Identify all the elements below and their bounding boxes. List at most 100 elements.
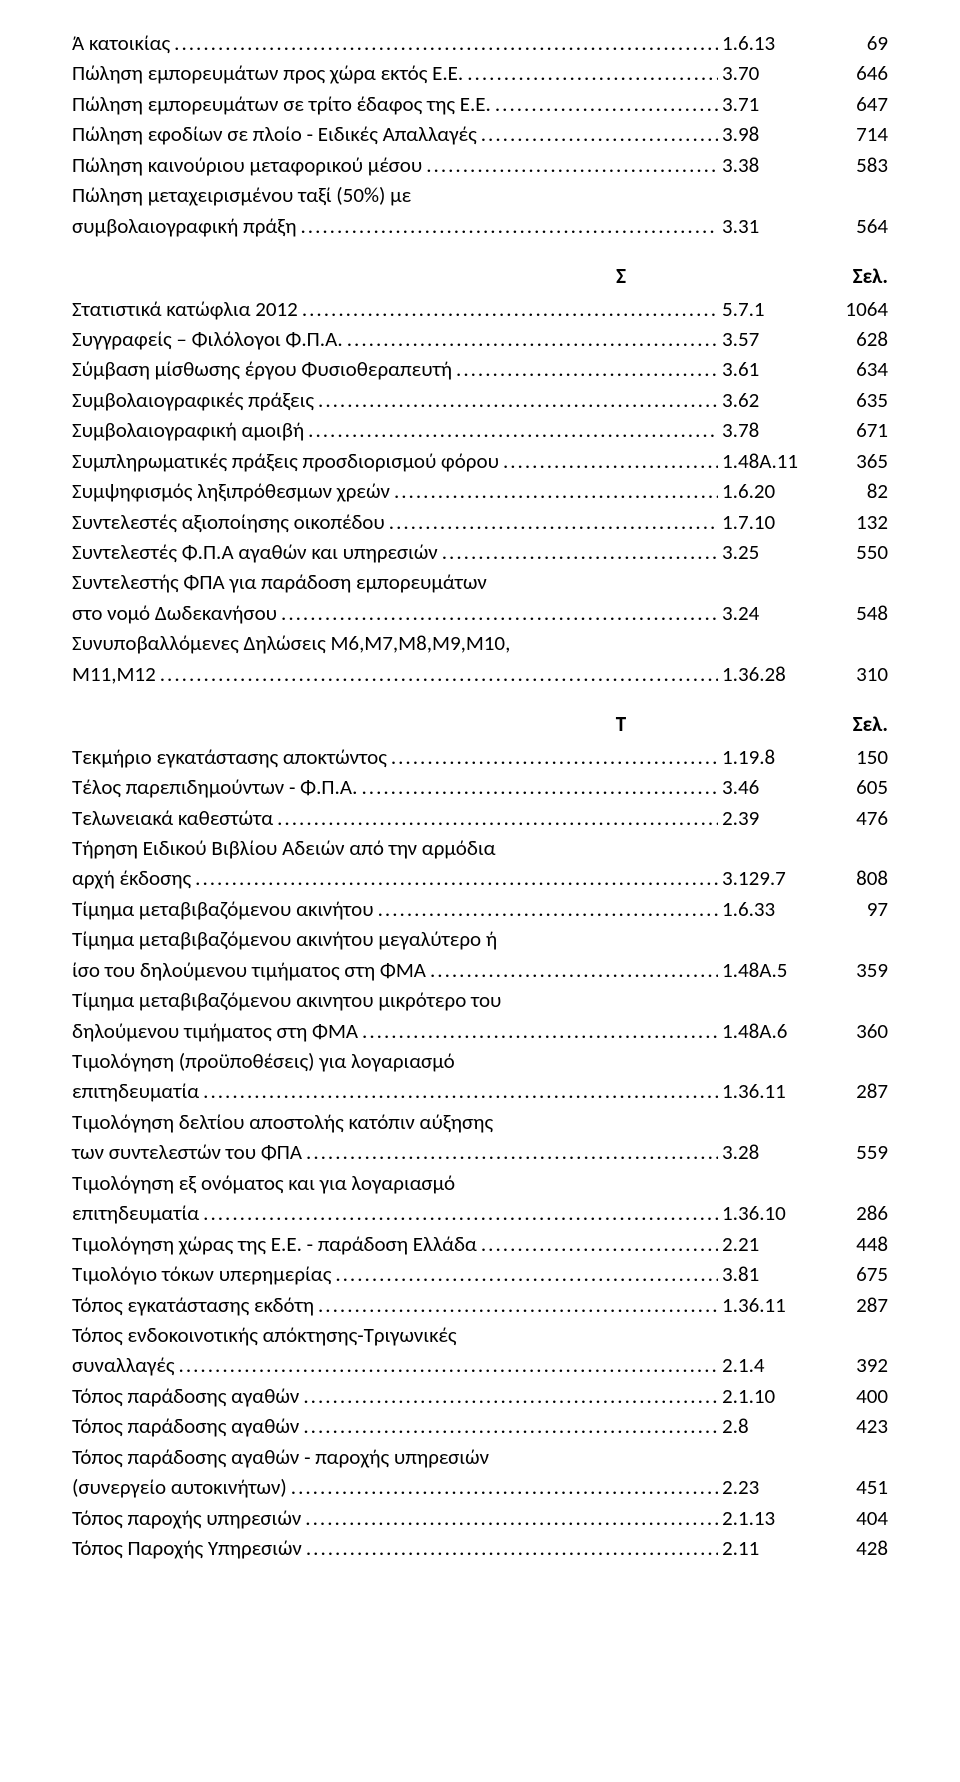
- index-entry: Συμπληρωματικές πράξεις προσδιορισμού φό…: [72, 446, 888, 476]
- entry-ref: 5.7.1: [722, 294, 812, 324]
- entry-ref: 1.6.13: [722, 28, 812, 58]
- entry-label: Πώληση εμπορευμάτων σε τρίτο έδαφος της …: [72, 89, 491, 119]
- entry-ref: 3.71: [722, 89, 812, 119]
- entry-label: στο νομό Δωδεκανήσου: [72, 598, 277, 628]
- entry-page: 310: [830, 659, 888, 689]
- entry-ref: 2.1.13: [722, 1503, 812, 1533]
- index-entry: Μ11,Μ12.................................…: [72, 659, 888, 689]
- index-entry: ίσο του δηλούμενου τιμήματος στη ΦΜΑ....…: [72, 955, 888, 985]
- entry-ref: 1.36.11: [722, 1290, 812, 1320]
- entry-ref: 2.1.4: [722, 1350, 812, 1380]
- entry-page: 404: [830, 1503, 888, 1533]
- entry-page: 714: [830, 119, 888, 149]
- leader-dots: ........................................…: [456, 354, 718, 384]
- entry-ref: 3.46: [722, 772, 812, 802]
- section-page-label: Σελ.: [830, 709, 888, 739]
- entry-page: 69: [830, 28, 888, 58]
- entry-prefix: Συνυποβαλλόμενες Δηλώσεις Μ6,Μ7,Μ8,Μ9,Μ1…: [72, 628, 888, 658]
- entry-label: Συντελεστές Φ.Π.Α αγαθών και υπηρεσιών: [72, 537, 438, 567]
- index-entry: των συντελεστών του ΦΠΑ.................…: [72, 1137, 888, 1167]
- index-entry: συναλλαγές..............................…: [72, 1350, 888, 1380]
- entry-page: 646: [830, 58, 888, 88]
- leader-dots: ........................................…: [305, 1503, 718, 1533]
- entry-label: αρχή έκδοσης: [72, 863, 191, 893]
- leader-dots: ........................................…: [430, 955, 718, 985]
- entry-label: συναλλαγές: [72, 1350, 175, 1380]
- index-entry: Συμψηφισμός ληξιπρόθεσμων χρεών.........…: [72, 476, 888, 506]
- entry-ref: 2.21: [722, 1229, 812, 1259]
- leader-dots: ........................................…: [503, 446, 718, 476]
- entry-label: επιτηδευματία: [72, 1198, 199, 1228]
- entry-ref: 1.48Α.6: [722, 1016, 812, 1046]
- entry-page: 634: [830, 354, 888, 384]
- entry-prefix: Τιμολόγηση δελτίου αποστολής κατόπιν αύξ…: [72, 1107, 888, 1137]
- index-entry: Τελωνειακά καθεστώτα....................…: [72, 803, 888, 833]
- entry-label: Συμψηφισμός ληξιπρόθεσμων χρεών: [72, 476, 390, 506]
- entry-label: Σύμβαση μίσθωσης έργου Φυσιοθεραπευτή: [72, 354, 452, 384]
- entry-ref: 2.11: [722, 1533, 812, 1563]
- entry-ref: 3.28: [722, 1137, 812, 1167]
- entry-page: 550: [830, 537, 888, 567]
- leader-dots: ........................................…: [467, 58, 718, 88]
- entry-page: 150: [830, 742, 888, 772]
- entry-page: 548: [830, 598, 888, 628]
- leader-dots: ........................................…: [335, 1259, 718, 1289]
- leader-dots: ........................................…: [195, 863, 718, 893]
- index-entry: Τιμολόγηση χώρας της Ε.Ε. - παράδοση Ελλ…: [72, 1229, 888, 1259]
- leader-dots: ........................................…: [391, 742, 718, 772]
- entry-label: Τόπος Παροχής Υπηρεσιών: [72, 1533, 302, 1563]
- entry-label: δηλούμενου τιμήματος στη ΦΜΑ: [72, 1016, 358, 1046]
- index-entry: Πώληση εμπορευμάτων προς χώρα εκτός Ε.Ε.…: [72, 58, 888, 88]
- entry-label: Συμβολαιογραφική αμοιβή: [72, 415, 304, 445]
- entry-page: 605: [830, 772, 888, 802]
- entry-page: 423: [830, 1411, 888, 1441]
- index-entry: Πώληση εμπορευμάτων σε τρίτο έδαφος της …: [72, 89, 888, 119]
- entry-ref: 3.62: [722, 385, 812, 415]
- entry-label: των συντελεστών του ΦΠΑ: [72, 1137, 302, 1167]
- index-entry: επιτηδευματία...........................…: [72, 1076, 888, 1106]
- leader-dots: ........................................…: [318, 385, 718, 415]
- entry-page: 132: [830, 507, 888, 537]
- leader-dots: ........................................…: [361, 772, 718, 802]
- index-page: Ά κατοικίας.............................…: [72, 28, 888, 1563]
- entry-ref: 3.98: [722, 119, 812, 149]
- leader-dots: ........................................…: [389, 507, 718, 537]
- entry-prefix: Τίμημα μεταβιβαζόμενου ακινήτου μεγαλύτε…: [72, 924, 888, 954]
- entry-ref: 1.36.10: [722, 1198, 812, 1228]
- index-entry: Τίμημα μεταβιβαζόμενου ακινήτου.........…: [72, 894, 888, 924]
- index-entry: αρχή έκδοσης............................…: [72, 863, 888, 893]
- entry-label: (συνεργείο αυτοκινήτων): [72, 1472, 287, 1502]
- entry-prefix: Τόπος ενδοκοινοτικής απόκτησης-Τριγωνικέ…: [72, 1320, 888, 1350]
- entry-page: 97: [830, 894, 888, 924]
- entry-ref: 2.39: [722, 803, 812, 833]
- leader-dots: ........................................…: [306, 1533, 718, 1563]
- index-entry: Πώληση καινούριου μεταφορικού μέσου.....…: [72, 150, 888, 180]
- entry-ref: 2.23: [722, 1472, 812, 1502]
- leader-dots: ........................................…: [394, 476, 718, 506]
- entry-label: Συντελεστές αξιοποίησης οικοπέδου: [72, 507, 385, 537]
- entry-label: Τέλος παρεπιδημούντων - Φ.Π.Α.: [72, 772, 357, 802]
- index-entry: Στατιστικά κατώφλια 2012................…: [72, 294, 888, 324]
- entry-ref: 1.19.8: [722, 742, 812, 772]
- leader-dots: ........................................…: [203, 1076, 718, 1106]
- entry-page: 286: [830, 1198, 888, 1228]
- entry-label: Ά κατοικίας: [72, 28, 170, 58]
- leader-dots: ........................................…: [179, 1350, 718, 1380]
- index-entry: Τιμολόγιο τόκων υπερημερίας.............…: [72, 1259, 888, 1289]
- leader-dots: ........................................…: [300, 211, 718, 241]
- entry-ref: 1.36.11: [722, 1076, 812, 1106]
- entry-page: 451: [830, 1472, 888, 1502]
- leader-dots: ........................................…: [481, 119, 718, 149]
- index-entry: συμβολαιογραφική πράξη..................…: [72, 211, 888, 241]
- index-entry: Τόπος παράδοσης αγαθών..................…: [72, 1381, 888, 1411]
- leader-dots: ........................................…: [160, 659, 718, 689]
- index-entry: Τόπος εγκατάστασης εκδότη...............…: [72, 1290, 888, 1320]
- leader-dots: ........................................…: [303, 1411, 718, 1441]
- entry-page: 671: [830, 415, 888, 445]
- leader-dots: ........................................…: [203, 1198, 718, 1228]
- entry-ref: 1.6.33: [722, 894, 812, 924]
- entry-label: Μ11,Μ12: [72, 659, 156, 689]
- leader-dots: ........................................…: [302, 294, 718, 324]
- leader-dots: ........................................…: [495, 89, 718, 119]
- section-heading: ΣΣελ.: [72, 261, 888, 291]
